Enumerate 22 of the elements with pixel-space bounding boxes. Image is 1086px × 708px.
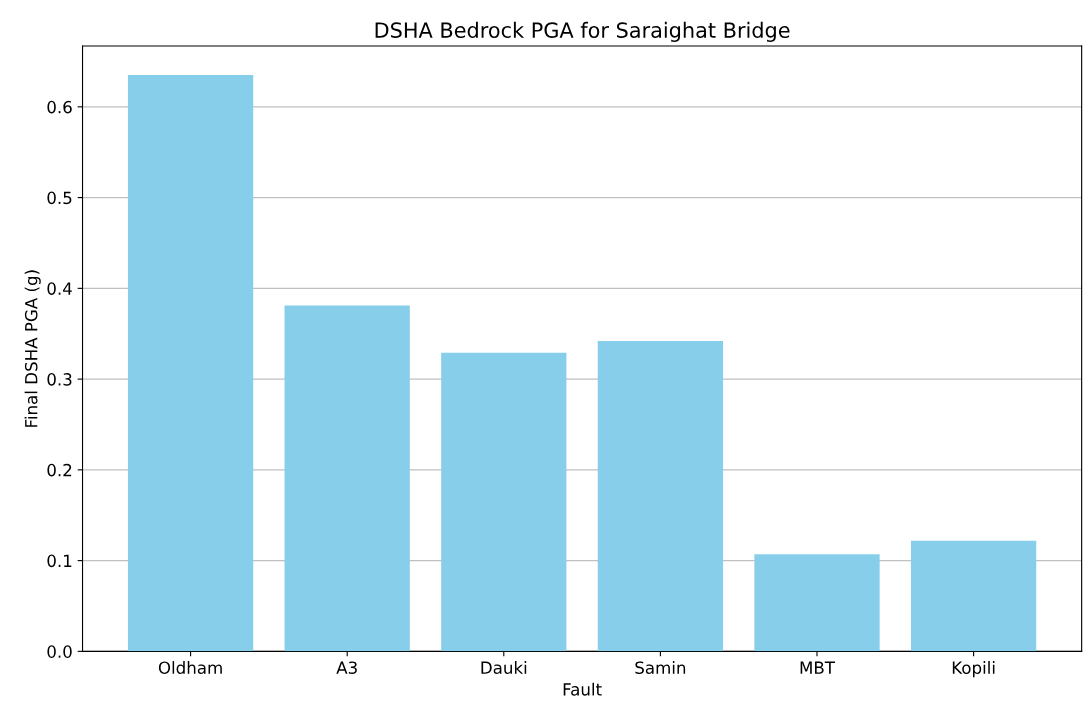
bar: [127, 75, 254, 652]
y-tick-label: 0.3: [47, 373, 72, 386]
bar: [441, 352, 567, 652]
y-axis-title: Final DSHA PGA (g): [24, 270, 41, 427]
y-tick-label: 0.0: [47, 645, 72, 658]
x-tick-label: Oldham: [158, 661, 222, 674]
x-axis-title: Fault: [563, 682, 602, 696]
y-tick-label: 0.5: [47, 191, 72, 205]
bar: [597, 340, 724, 652]
x-tick-label: Kopili: [952, 661, 995, 678]
x-tick-label: MBT: [800, 661, 836, 674]
y-tick-label: 0.1: [47, 554, 72, 568]
bar: [910, 540, 1037, 652]
chart-title: DSHA Bedrock PGA for Saraighat Bridge: [375, 21, 790, 43]
x-tick-label: A3: [336, 661, 357, 674]
y-tick-label: 0.6: [47, 100, 72, 114]
x-tick-label: Dauki: [481, 661, 527, 674]
y-tick-label: 0.4: [47, 282, 72, 295]
y-tick-label: 0.2: [47, 463, 72, 477]
bar: [284, 305, 410, 652]
x-tick-label: Samin: [635, 661, 686, 674]
bar: [754, 554, 880, 652]
